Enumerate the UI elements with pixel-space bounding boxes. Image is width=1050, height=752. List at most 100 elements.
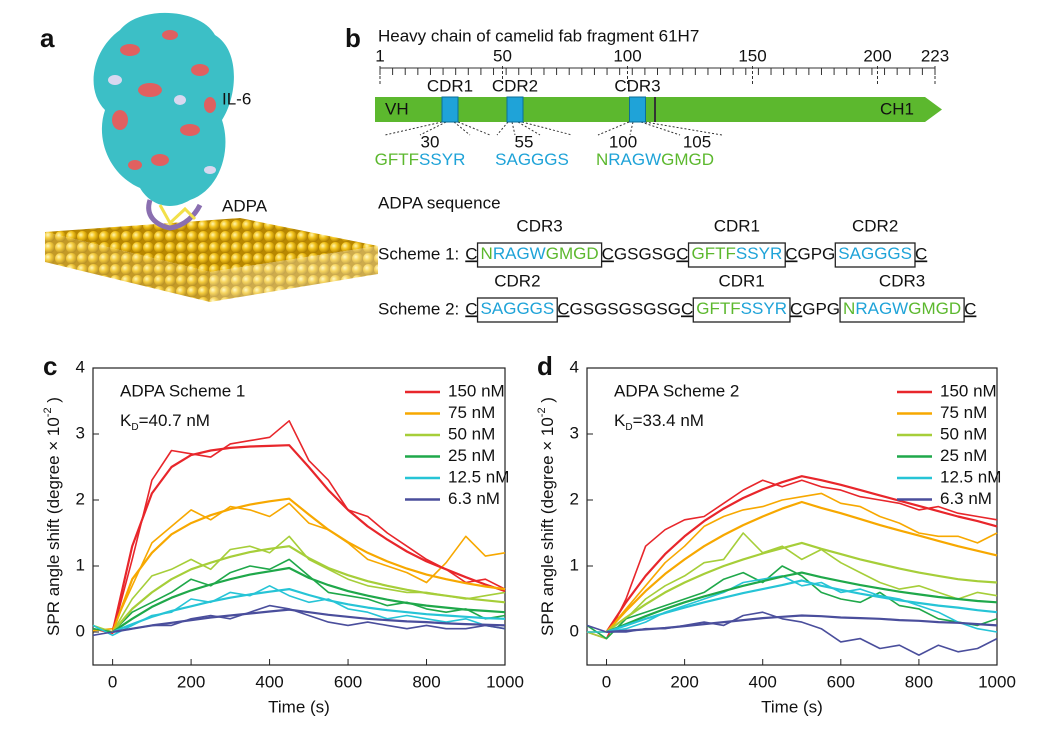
fit-line	[112, 588, 506, 634]
cdr-label: CDR3	[879, 271, 925, 290]
gold-side	[210, 246, 378, 302]
raw-line	[587, 492, 998, 633]
domain-label: VH	[385, 99, 409, 118]
y-tick-label: 0	[76, 621, 85, 640]
cdr-frame	[476, 242, 603, 268]
x-tick-label: 0	[108, 672, 117, 691]
x-tick-label: 800	[905, 672, 933, 691]
y-tick-label: 2	[570, 489, 579, 508]
x-axis-label: Time (s)	[268, 697, 330, 716]
y-axis-label-text: SPR angle shift (degree × 10	[44, 417, 63, 636]
sequence-segment: SSYR	[419, 150, 465, 169]
cdr-box	[441, 96, 459, 123]
sequence-segment: GFTF	[696, 299, 740, 318]
adpa-peptide	[146, 199, 203, 231]
x-tick-label: 600	[827, 672, 855, 691]
cysteine: C	[602, 244, 614, 263]
residue-number: 105	[683, 132, 711, 151]
residue-number: 30	[421, 132, 440, 151]
protein-label: IL-6	[222, 89, 251, 108]
cysteine: C	[915, 244, 927, 263]
fit-line	[605, 541, 998, 633]
raw-line	[586, 532, 998, 640]
legend-label: 150 nM	[940, 381, 997, 400]
gold-surface	[45, 218, 378, 272]
x-axis-label: Time (s)	[761, 697, 823, 716]
cdr-sequence: GFTFSSYR	[696, 299, 787, 318]
sequence-segment: RAGW	[493, 244, 546, 263]
cdr-sequence: GFTFSSYR	[375, 150, 466, 169]
raw-line	[92, 502, 506, 632]
kd-subscript: D	[625, 422, 632, 433]
scheme-label: Scheme 2:	[378, 299, 459, 318]
x-tick-label: 1000	[486, 672, 524, 691]
x-tick-label: 0	[602, 672, 611, 691]
sequence-segment: RAGW	[608, 150, 661, 169]
cdr-frame	[687, 242, 786, 268]
cysteine: C	[964, 299, 976, 318]
cdr-label: CDR2	[492, 76, 538, 95]
cysteine: C	[465, 299, 477, 318]
legend-label: 75 nM	[940, 403, 987, 422]
sequence-segment: SAGGGS	[481, 299, 555, 318]
sequence-segment: GMGD	[661, 150, 714, 169]
ruler-label: 1	[375, 46, 384, 65]
fit-line	[111, 497, 506, 633]
protein-surface	[93, 12, 234, 207]
linker: GPG	[802, 299, 840, 318]
fan-lines	[384, 121, 723, 136]
linker: GSGSG	[614, 244, 676, 263]
ruler-label: 223	[921, 46, 949, 65]
peptide-label: ADPA	[222, 196, 268, 215]
cysteine: C	[465, 244, 477, 263]
cdr-label: CDR1	[714, 216, 760, 235]
ruler-label: 50	[493, 46, 512, 65]
sequence-segment: SSYR	[741, 299, 787, 318]
cdr-label: CDR1	[718, 271, 764, 290]
cdr-sequence: GFTFSSYR	[692, 244, 783, 263]
cdr-frame	[692, 297, 791, 323]
raw-line	[92, 604, 506, 637]
protein-patches-light	[108, 75, 216, 174]
fit-line	[111, 444, 506, 633]
cdr-frame	[476, 297, 558, 323]
y-tick-label: 4	[570, 357, 579, 376]
ruler-label: 200	[863, 46, 891, 65]
kd-symbol: K	[120, 411, 132, 430]
plot-frame	[586, 367, 998, 666]
cdr-label: CDR2	[494, 271, 540, 290]
y-tick-label: 3	[570, 423, 579, 442]
y-tick-label: 1	[570, 555, 579, 574]
x-tick-label: 800	[412, 672, 440, 691]
heavy-chain-bar	[375, 97, 942, 122]
y-axis-label-text: SPR angle shift (degree × 10	[538, 417, 557, 636]
sequence-segment: GMGD	[908, 299, 961, 318]
y-axis-label-sup: -2	[536, 407, 548, 417]
sequence-segment: N	[843, 299, 855, 318]
sequence-segment: SAGGGS	[838, 244, 912, 263]
y-axis-label-tail: )	[44, 397, 63, 407]
cdr-frame	[834, 242, 916, 268]
domain-label: CH1	[880, 99, 914, 118]
fit-line	[111, 545, 506, 633]
y-axis-label: SPR angle shift (degree × 10-2 )	[42, 397, 64, 636]
legend-label: 6.3 nM	[448, 489, 500, 508]
y-tick-label: 2	[76, 489, 85, 508]
cysteine: C	[785, 244, 797, 263]
sequence-segment: GMGD	[546, 244, 599, 263]
legend-label: 50 nM	[448, 424, 495, 443]
panel-label: d	[537, 351, 553, 381]
protein-patches	[112, 30, 216, 170]
x-tick-label: 1000	[978, 672, 1016, 691]
scheme-label: Scheme 1:	[378, 244, 459, 263]
y-tick-label: 1	[76, 555, 85, 574]
cdr-box	[506, 96, 524, 123]
legend-label: 12.5 nM	[448, 467, 509, 486]
fit-line	[111, 566, 506, 633]
ruler-label: 150	[738, 46, 766, 65]
annotation: ADPA Scheme 2	[614, 381, 739, 400]
cdr-sequence: SAGGGS	[838, 244, 912, 263]
annotation: ADPA Scheme 1	[120, 381, 245, 400]
plot-frame	[92, 367, 506, 666]
